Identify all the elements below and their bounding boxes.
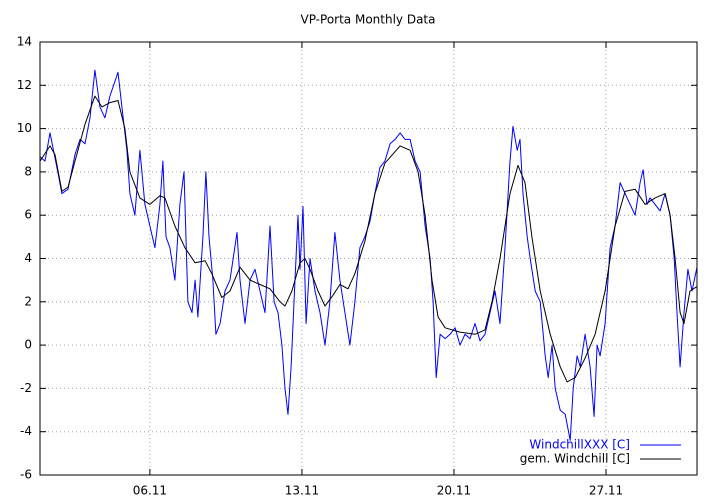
- legend-label: gem. Windchill [C]: [520, 452, 630, 466]
- y-tick-label: 8: [24, 164, 32, 178]
- series-line: [39, 95, 698, 383]
- y-tick-label: 12: [17, 78, 32, 92]
- y-tick-label: -6: [20, 468, 32, 482]
- y-tick-label: -2: [20, 381, 32, 395]
- plot-border: [39, 41, 698, 476]
- y-tick-label: -4: [20, 424, 32, 438]
- x-tick-label: 27.11: [589, 484, 623, 498]
- x-tick-label: 06.11: [133, 484, 167, 498]
- legend-label: WindchillXXX [C]: [529, 438, 630, 452]
- chart-title: VP-Porta Monthly Data: [301, 13, 436, 27]
- y-tick-label: 14: [17, 35, 32, 49]
- y-tick-label: 0: [24, 338, 32, 352]
- x-tick-label: 13.11: [285, 484, 319, 498]
- y-tick-label: 2: [24, 294, 32, 308]
- y-tick-label: 4: [24, 251, 32, 265]
- y-tick-label: 10: [17, 121, 32, 135]
- y-tick-label: 6: [24, 208, 32, 222]
- x-tick-label: 20.11: [437, 484, 471, 498]
